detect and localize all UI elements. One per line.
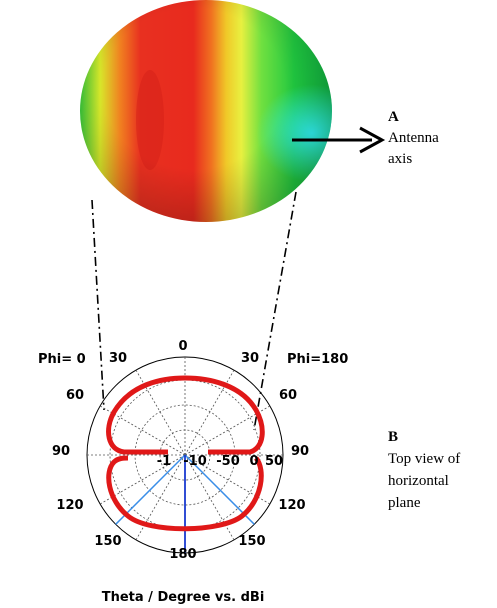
- annotation-line: Top view of: [388, 451, 460, 467]
- projection-lines: [92, 192, 296, 430]
- angle-label: 120: [278, 498, 305, 513]
- angle-label: 90: [291, 444, 309, 459]
- angle-label: 150: [94, 534, 121, 549]
- angle-label: 30: [241, 351, 259, 366]
- annotation-line: plane: [388, 495, 421, 511]
- angle-label: 120: [56, 498, 83, 513]
- angle-label: 30: [109, 351, 127, 366]
- radial-label: 0: [249, 454, 258, 469]
- radial-label: -10: [183, 454, 207, 469]
- annotation-letter: A: [388, 109, 399, 125]
- radial-label: 50: [265, 454, 283, 469]
- angle-label: 150: [238, 534, 265, 549]
- angle-label: 60: [279, 388, 297, 403]
- annotation-line: axis: [388, 151, 412, 167]
- annotation-line: Antenna: [388, 130, 439, 146]
- annotation-letter: B: [388, 429, 398, 445]
- figure: A Antenna axis B Top view of horizontal …: [0, 0, 497, 608]
- angle-label: 90: [52, 444, 70, 459]
- annotation-line: horizontal: [388, 473, 449, 489]
- phi-label: Phi= 0: [38, 352, 86, 367]
- phi-label: Phi=180: [287, 352, 348, 367]
- caption: Theta / Degree vs. dBi: [102, 590, 265, 605]
- angle-label: 60: [66, 388, 84, 403]
- angle-label: 180: [169, 547, 196, 562]
- sphere: [80, 0, 332, 222]
- angle-label: 0: [178, 339, 187, 354]
- radial-label: -50: [216, 454, 240, 469]
- radial-label: -1: [157, 454, 171, 469]
